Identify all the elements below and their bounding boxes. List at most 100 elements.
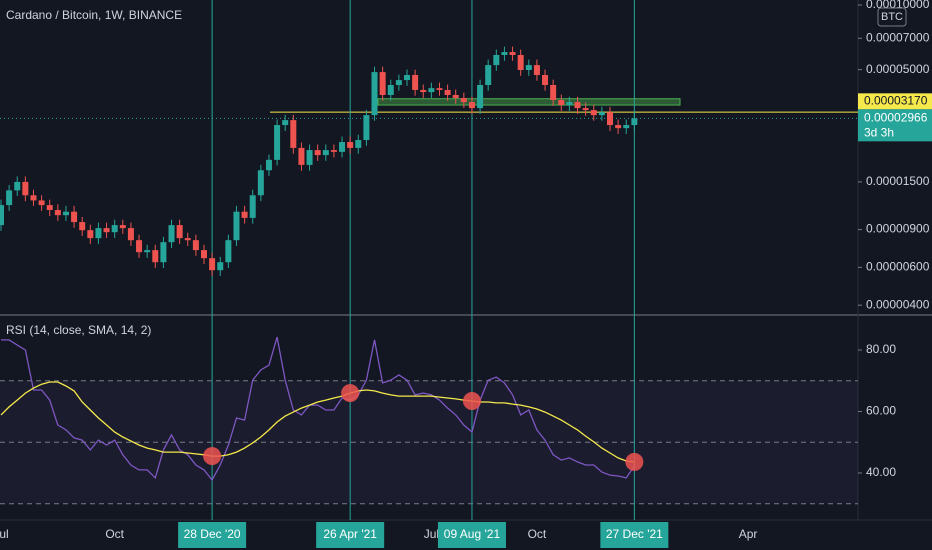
cross-marker	[625, 452, 644, 471]
candle-body	[257, 170, 264, 196]
candle-body	[355, 140, 362, 148]
candle-body	[119, 225, 126, 229]
candle-body	[290, 120, 297, 148]
rsi-tick-label: 40.00	[866, 465, 896, 479]
candle-body	[395, 80, 402, 86]
y-tick-label: 0.00007000	[866, 30, 930, 44]
countdown-label: 3d 3h	[864, 126, 894, 140]
candle-body	[607, 112, 613, 126]
candle-body	[387, 85, 394, 95]
candle-body	[314, 150, 321, 156]
candle-body	[201, 250, 207, 259]
candle-body	[225, 240, 232, 263]
candle-body	[111, 225, 118, 233]
x-tick-label: Jul	[424, 527, 439, 541]
candle-body	[420, 89, 427, 93]
currency-label: BTC	[881, 11, 903, 23]
candle-body	[477, 85, 484, 109]
cross-marker	[462, 392, 481, 411]
candle-body	[428, 88, 435, 93]
date-marker-box	[437, 522, 506, 548]
candle-body	[615, 125, 622, 129]
candle-body	[631, 118, 638, 126]
candle-body	[371, 72, 378, 116]
date-marker-label: 09 Aug '21	[444, 527, 501, 541]
rsi-tick-label: 80.00	[866, 342, 896, 356]
candle-body	[79, 222, 86, 231]
candle-body	[14, 181, 21, 191]
x-tick-label: Oct	[105, 527, 124, 541]
candle-body	[306, 150, 313, 165]
candle-body	[265, 159, 272, 171]
candle-body	[217, 262, 224, 271]
candle-body	[330, 150, 337, 152]
y-tick-label: 0.00001500	[866, 174, 930, 188]
cross-marker	[341, 384, 360, 403]
date-marker-label: 27 Dec '21	[606, 527, 663, 541]
date-marker-label: 28 Dec '20	[184, 527, 241, 541]
price-line-label-box	[858, 93, 932, 110]
candle-body	[274, 125, 281, 160]
rsi-title: RSI (14, close, SMA, 14, 2)	[6, 323, 151, 337]
candle-body	[38, 200, 45, 206]
candle-body	[460, 97, 467, 103]
support-zone	[377, 98, 681, 106]
candle-body	[525, 65, 532, 71]
candle-body	[282, 120, 289, 126]
candle-body	[241, 211, 248, 218]
candle-body	[184, 238, 191, 241]
candle-body	[509, 52, 516, 55]
candle-body	[347, 142, 354, 148]
rsi-line	[1, 336, 635, 482]
date-marker-label: 26 Apr '21	[323, 527, 377, 541]
candle-body	[590, 110, 597, 116]
candle-body	[574, 102, 581, 109]
candle-body	[176, 225, 183, 239]
candle-body	[322, 150, 329, 156]
candle-body	[209, 258, 216, 271]
candle-body	[582, 108, 589, 111]
candle-body	[136, 240, 143, 253]
candle-body	[298, 147, 305, 165]
last-price-box	[858, 109, 932, 142]
chart-title: Cardano / Bitcoin, 1W, BINANCE	[6, 8, 182, 22]
candle-body	[6, 190, 13, 206]
candle-body	[493, 54, 500, 66]
y-tick-label: 0.00010000	[866, 0, 930, 11]
candle-body	[249, 195, 256, 218]
rsi-tick-label: 60.00	[866, 404, 896, 418]
cross-marker	[203, 447, 222, 466]
y-tick-label: 0.00005000	[866, 62, 930, 76]
candle-body	[54, 209, 61, 216]
candle-body	[127, 228, 134, 241]
candle-body	[168, 225, 175, 243]
candle-body	[0, 205, 4, 226]
candle-body	[436, 88, 443, 90]
candle-body	[71, 211, 78, 223]
candle-body	[623, 125, 630, 129]
candle-body	[452, 94, 459, 98]
candle-body	[404, 75, 410, 81]
x-tick-label: Oct	[528, 527, 547, 541]
candle-body	[517, 54, 524, 71]
candle-body	[22, 181, 29, 196]
candle-body	[30, 195, 37, 201]
candle-body	[62, 211, 69, 216]
candle-body	[192, 240, 199, 251]
candle-body	[550, 85, 557, 101]
candle-body	[103, 228, 110, 233]
x-tick-label: Apr	[739, 527, 758, 541]
candle-body	[501, 52, 508, 55]
date-marker-box	[600, 522, 669, 548]
candle-body	[87, 230, 94, 239]
candle-body	[144, 250, 151, 253]
x-tick-label: Jul	[0, 527, 9, 541]
candle-body	[412, 75, 419, 90]
candle-body	[444, 89, 451, 95]
y-tick-label: 0.00000600	[866, 260, 930, 274]
y-tick-label: 0.00000400	[866, 297, 930, 311]
y-tick-label: 0.00000900	[866, 222, 930, 236]
